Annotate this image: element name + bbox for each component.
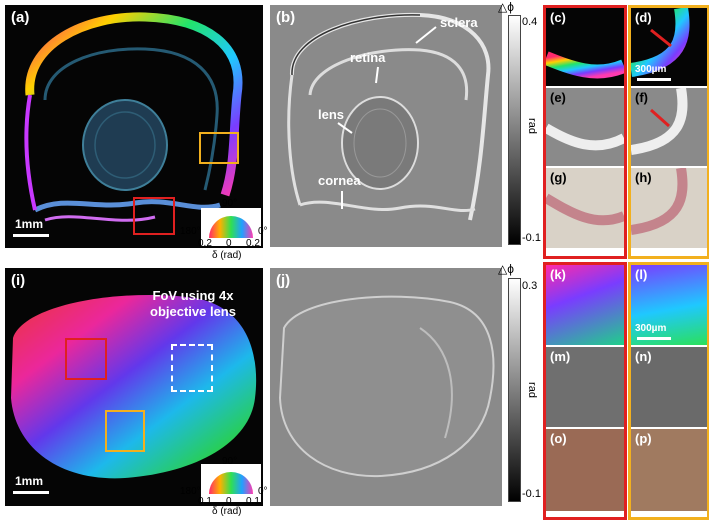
wheel-180: 180°	[180, 226, 201, 237]
panel-label: (m)	[550, 349, 571, 364]
wheel-left: 0.2	[198, 238, 212, 249]
wheel-0: 0°	[258, 486, 268, 497]
panel-label: (b)	[276, 9, 296, 26]
panel-c: (c)	[546, 8, 624, 86]
colorbar-max: 0.4	[522, 16, 538, 28]
annotation-cornea: cornea	[318, 173, 361, 188]
annotation-sclera: sclera	[440, 15, 478, 30]
panel-p: (p)	[631, 429, 707, 511]
annotation-arrows	[337, 26, 437, 209]
panel-m: (m)	[546, 347, 624, 427]
annotation-lens: lens	[318, 107, 345, 122]
orientation-color-wheel	[201, 208, 261, 246]
scale-text: 300µm	[635, 323, 667, 334]
panel-b: (b) sclera retina lens cornea	[270, 5, 502, 247]
panel-f: (f)	[631, 88, 707, 166]
colorbar-min: -0.1	[522, 232, 541, 244]
wheel-90: 90°	[222, 456, 238, 467]
panel-g: (g)	[546, 168, 624, 248]
panel-i: (i) FoV using 4x objective lens 1mm	[5, 268, 263, 506]
fov-label: FoV using 4x objective lens	[150, 288, 236, 319]
roi-box-yellow	[199, 132, 239, 164]
phase-image	[287, 12, 491, 221]
tissue-birefringence-image	[11, 294, 257, 479]
red-frame-bottom	[543, 262, 627, 520]
colorbar-title: △ϕ	[498, 0, 514, 14]
panel-label: (o)	[550, 431, 567, 446]
scale-bar	[13, 491, 49, 494]
panel-label: (p)	[635, 431, 652, 446]
panel-label: (n)	[635, 349, 652, 364]
scale-text: 300µm	[635, 64, 667, 75]
panel-k: (k)	[546, 265, 624, 345]
scale-text: 1mm	[15, 474, 44, 488]
wheel-180: 180°	[180, 486, 201, 497]
annotation-retina: retina	[350, 50, 386, 65]
panel-j: (j)	[270, 268, 502, 506]
panel-h: (h)	[631, 168, 707, 248]
colorbar-unit: rad	[525, 382, 538, 398]
red-frame-top	[543, 5, 627, 259]
colorbar-max: 0.3	[522, 280, 538, 292]
phase-image	[278, 295, 495, 478]
roi-box-red	[65, 338, 107, 380]
phase-colorbar	[508, 15, 521, 245]
panel-a: (a) 1mm	[5, 5, 263, 248]
scale-text: 1mm	[15, 217, 44, 231]
panel-label: (i)	[11, 272, 26, 289]
panel-o: (o)	[546, 429, 624, 511]
panel-e: (e)	[546, 88, 624, 166]
panel-n: (n)	[631, 347, 707, 427]
roi-box-yellow	[105, 410, 145, 452]
wheel-mid: 0	[226, 496, 232, 507]
wheel-right: 0.1	[246, 496, 260, 507]
panel-label: (k)	[550, 267, 566, 282]
colorbar-min: -0.1	[522, 488, 541, 500]
panel-label: (d)	[635, 10, 652, 25]
panel-label: (l)	[635, 267, 648, 282]
roi-box-red	[133, 197, 175, 235]
eye-birefringence-image	[24, 12, 243, 222]
scale-bar	[637, 78, 671, 81]
wheel-right: 0.2	[246, 238, 260, 249]
scale-bar	[13, 234, 49, 237]
panel-label: (c)	[550, 10, 566, 25]
wheel-left: 0.1	[198, 496, 212, 507]
panel-label: (j)	[276, 272, 291, 289]
panel-label: (e)	[550, 90, 566, 105]
scale-bar	[637, 337, 671, 340]
yellow-frame-top	[628, 5, 709, 259]
colorbar-title: △ϕ	[498, 262, 514, 276]
panel-label: (g)	[550, 170, 567, 185]
panel-d: (d) 300µm	[631, 8, 707, 86]
yellow-frame-bottom	[628, 262, 709, 520]
fov-box	[171, 344, 213, 392]
panel-label: (h)	[635, 170, 652, 185]
wheel-90: 90°	[222, 198, 238, 209]
wheel-axis: δ (rad)	[212, 250, 242, 261]
wheel-axis: δ (rad)	[212, 506, 242, 517]
orientation-color-wheel	[201, 464, 261, 502]
wheel-0: 0°	[258, 226, 268, 237]
wheel-mid: 0	[226, 238, 232, 249]
panel-label: (f)	[635, 90, 648, 105]
panel-label: (a)	[11, 9, 30, 26]
panel-l: (l) 300µm	[631, 265, 707, 345]
colorbar-unit: rad	[525, 118, 538, 134]
phase-colorbar	[508, 278, 521, 502]
